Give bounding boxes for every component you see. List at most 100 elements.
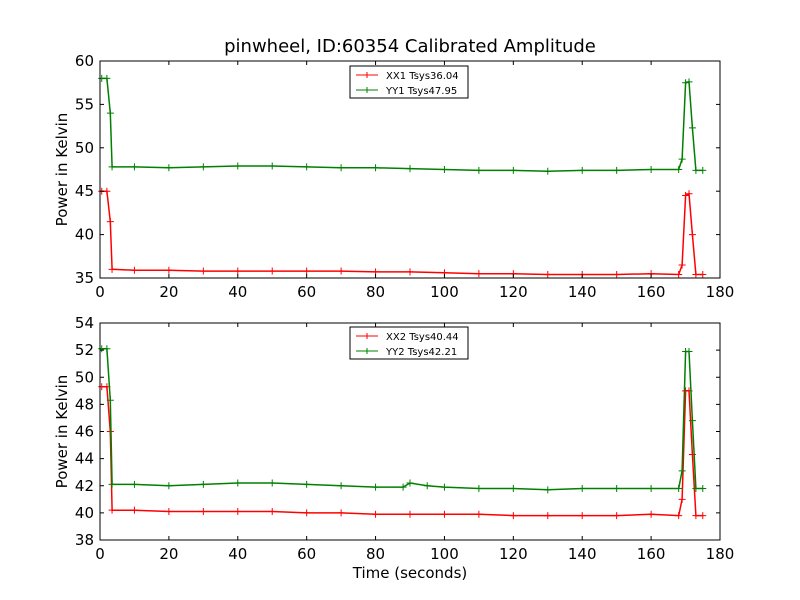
data-point [475, 484, 483, 492]
data-point [578, 512, 586, 520]
series-markers-2 [98, 74, 707, 175]
data-point [578, 166, 586, 174]
data-point [685, 190, 693, 198]
y-tick-label: 40 [75, 504, 94, 522]
data-point [337, 164, 345, 172]
data-point [699, 271, 707, 279]
series-line-1 [101, 385, 703, 517]
data-point [692, 512, 700, 520]
data-point [268, 267, 276, 275]
data-point [475, 166, 483, 174]
data-point [613, 484, 621, 492]
legend: XX2 Tsys40.44 YY2 Tsys42.21 [349, 326, 469, 360]
x-tick-label: 20 [159, 545, 178, 563]
data-point [199, 163, 207, 171]
data-point [688, 124, 696, 132]
data-point [440, 166, 448, 173]
chart-title: pinwheel, ID:60354 Calibrated Amplitude [224, 36, 596, 57]
data-point [685, 78, 693, 86]
data-point [234, 267, 242, 275]
data-point [475, 510, 483, 518]
legend-entry-label: YY2 Tsys42.21 [385, 347, 457, 358]
data-point [699, 166, 707, 174]
x-tick-label: 140 [568, 283, 597, 301]
data-point [578, 484, 586, 492]
bottom-plot-panel: 0 20 40 60 80 100 120 140 160 180 38 40 42 44 46 48 50 52… [53, 314, 734, 582]
x-tick-label: 180 [706, 283, 735, 301]
data-point [675, 484, 683, 492]
data-point [613, 512, 621, 520]
legend-marker [364, 348, 370, 354]
data-point [234, 162, 242, 170]
data-point [303, 163, 311, 171]
legend-box [349, 326, 469, 360]
data-point [108, 265, 116, 273]
data-point [692, 166, 700, 174]
data-point [544, 512, 552, 520]
data-point [372, 510, 380, 518]
y-tick-label: 42 [75, 477, 94, 495]
data-point [303, 509, 311, 517]
data-point [165, 482, 173, 490]
data-point [699, 512, 707, 520]
top-plot-panel: 0 20 40 60 80 100 120 140 160 180 35 40 45 50 55 60 Powe… [53, 52, 734, 301]
data-point [406, 479, 414, 487]
data-point [544, 486, 552, 494]
y-tick-label: 50 [75, 139, 94, 157]
data-point [165, 508, 173, 516]
data-point [399, 483, 407, 491]
data-point [509, 484, 517, 492]
data-point [423, 482, 431, 490]
x-tick-label: 120 [499, 545, 528, 563]
data-point [678, 495, 686, 503]
data-point [406, 268, 414, 276]
legend-entry-label: XX2 Tsys40.44 [386, 332, 459, 343]
x-tick-label: 140 [568, 545, 597, 563]
y-tick-label: 38 [75, 531, 94, 549]
x-tick-label: 0 [95, 545, 105, 563]
x-tick-label: 160 [637, 545, 666, 563]
y-tick-label: 45 [75, 182, 94, 200]
data-point [688, 231, 696, 239]
data-point [268, 508, 276, 516]
data-point [544, 167, 552, 175]
data-point [165, 164, 173, 172]
y-tick-label: 50 [75, 368, 94, 386]
data-point [165, 266, 173, 274]
data-point [692, 484, 700, 492]
y-tick-label: 60 [75, 52, 94, 70]
data-point [199, 267, 207, 275]
x-tick-label: 40 [228, 283, 247, 301]
y-axis-label: Power in Kelvin [53, 113, 71, 227]
data-point [647, 166, 655, 173]
data-point [647, 510, 655, 518]
y-tick-label: 54 [75, 314, 94, 332]
data-point [440, 510, 448, 518]
x-tick-label: 80 [366, 283, 385, 301]
data-point [509, 512, 517, 520]
data-point [678, 467, 686, 475]
data-point [337, 509, 345, 517]
series-markers-1 [98, 187, 707, 279]
data-point [613, 271, 621, 279]
data-point [234, 479, 242, 487]
y-axis-label: Power in Kelvin [53, 375, 71, 489]
x-tick-label: 120 [499, 283, 528, 301]
data-point [406, 165, 414, 173]
data-point [613, 166, 621, 174]
data-point [372, 483, 380, 491]
data-point [372, 164, 380, 172]
x-tick-label: 180 [706, 545, 735, 563]
legend-entry-label: XX1 Tsys36.04 [386, 71, 459, 82]
data-point [108, 480, 116, 488]
y-tick-label: 40 [75, 226, 94, 244]
y-tick-label: 46 [75, 423, 94, 441]
data-point [103, 345, 111, 353]
series-line-2 [101, 348, 703, 491]
data-point [688, 417, 696, 425]
data-point [509, 166, 517, 174]
x-tick-label: 100 [430, 283, 459, 301]
x-tick-label: 40 [228, 545, 247, 563]
data-point [303, 480, 311, 488]
